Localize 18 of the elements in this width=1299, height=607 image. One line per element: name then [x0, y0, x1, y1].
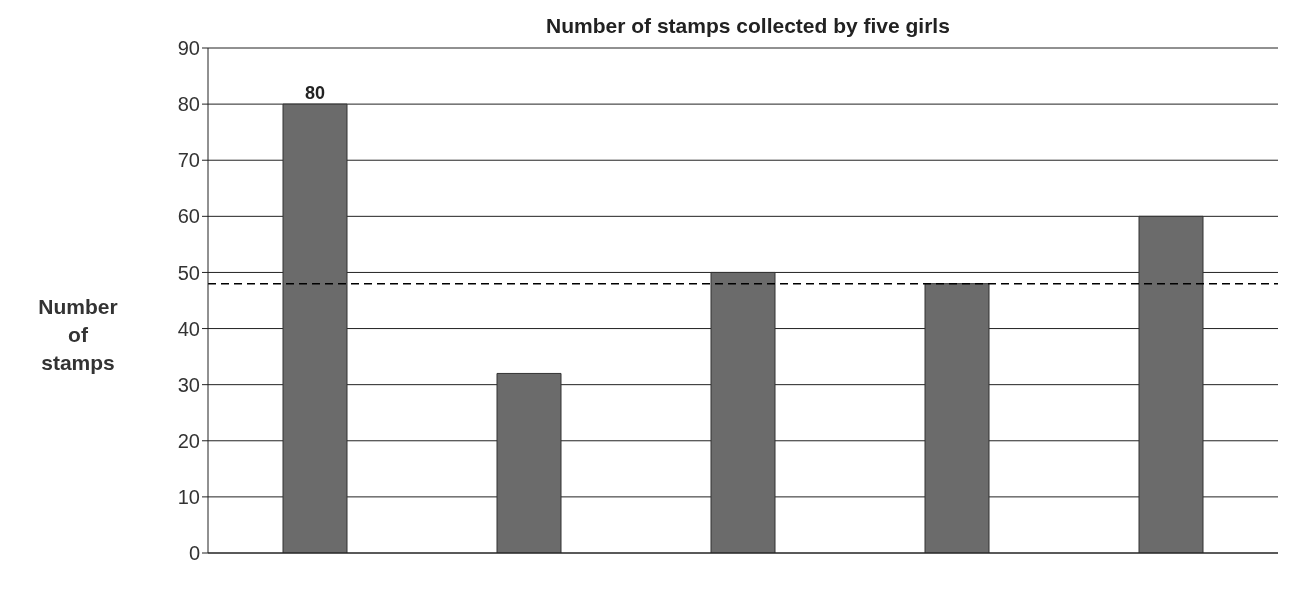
y-tick-label: 50: [177, 261, 200, 284]
y-tick-label: 20: [177, 429, 200, 452]
y-tick-label: 70: [177, 149, 200, 172]
bar: [282, 103, 348, 553]
data-label: 80: [304, 83, 326, 104]
y-tick-label: 10: [177, 485, 200, 508]
bar: [710, 271, 776, 553]
y-tick-label: 40: [177, 317, 200, 340]
y-tick-label: 60: [177, 205, 200, 228]
bar: [496, 372, 562, 553]
bar: [924, 283, 990, 553]
y-tick-label: 0: [188, 542, 200, 565]
y-tick-label: 30: [177, 373, 200, 396]
bar: [1138, 215, 1204, 553]
y-tick-label: 90: [177, 37, 200, 60]
chart-title: Number of stamps collected by five girls: [545, 14, 951, 38]
y-axis-title: Number of stamps: [37, 294, 119, 376]
y-tick-label: 80: [177, 93, 200, 116]
